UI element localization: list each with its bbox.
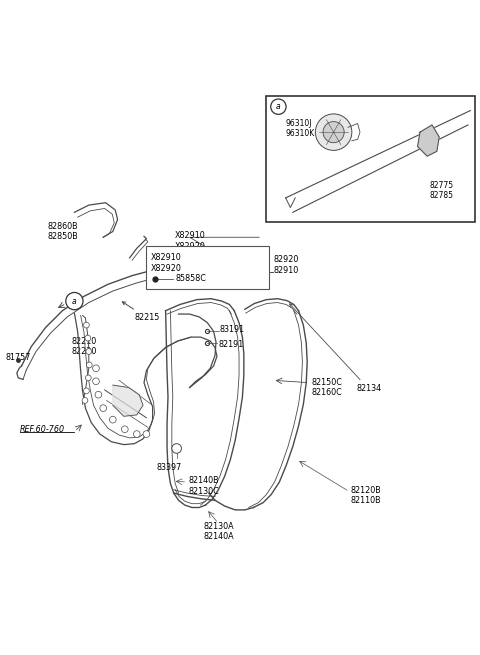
Circle shape (93, 378, 99, 384)
Text: 82134: 82134 (289, 304, 381, 394)
Circle shape (109, 417, 116, 423)
Text: 82140B
82130C: 82140B 82130C (188, 476, 219, 496)
Circle shape (172, 443, 181, 453)
Text: a: a (276, 102, 281, 111)
Text: X82910
X82920: X82910 X82920 (175, 231, 206, 251)
Text: 82920
82910: 82920 82910 (274, 255, 299, 275)
Circle shape (93, 365, 99, 371)
Circle shape (84, 388, 89, 394)
Text: 82150C
82160C: 82150C 82160C (311, 378, 342, 397)
Text: 82215: 82215 (122, 302, 160, 322)
Polygon shape (418, 125, 439, 156)
Circle shape (86, 362, 92, 368)
Text: 82210
82220: 82210 82220 (71, 337, 96, 356)
Text: 82775
82785: 82775 82785 (430, 181, 454, 200)
Circle shape (143, 431, 150, 438)
Text: 96310J
96310K: 96310J 96310K (286, 119, 315, 138)
Text: 83397: 83397 (156, 463, 181, 472)
Text: 82130A
82140A: 82130A 82140A (203, 522, 234, 541)
Text: X82910: X82910 (151, 253, 182, 262)
Circle shape (121, 426, 128, 432)
Circle shape (82, 398, 88, 403)
Circle shape (85, 375, 91, 381)
Circle shape (66, 293, 83, 310)
Circle shape (84, 322, 89, 328)
Text: X82920: X82920 (151, 264, 182, 273)
Text: a: a (72, 297, 77, 306)
Bar (146, 246, 269, 289)
Circle shape (133, 431, 140, 438)
Text: 81757: 81757 (6, 353, 31, 362)
Circle shape (85, 335, 91, 341)
Text: 82860B
82850B: 82860B 82850B (48, 222, 79, 241)
Text: 82191: 82191 (218, 341, 244, 349)
Text: REF.60-760: REF.60-760 (20, 424, 65, 434)
Circle shape (323, 122, 344, 143)
Text: 85858C: 85858C (175, 274, 206, 283)
Circle shape (95, 391, 102, 398)
Circle shape (271, 99, 286, 115)
Text: 82120B
82110B: 82120B 82110B (350, 486, 381, 505)
Polygon shape (113, 385, 143, 417)
Circle shape (86, 348, 92, 354)
Circle shape (315, 114, 352, 151)
Circle shape (100, 405, 107, 411)
Bar (266, 96, 475, 222)
Text: 83191: 83191 (220, 325, 245, 334)
